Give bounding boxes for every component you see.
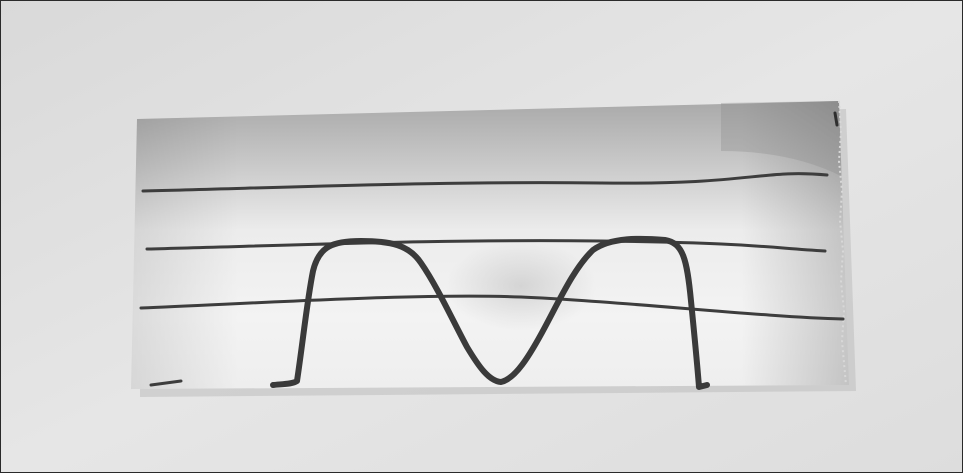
hand-drawn-curve (270, 235, 710, 390)
ruled-lines (139, 172, 845, 387)
paper-perforated-edge (837, 100, 847, 386)
paper-edge-shading (131, 101, 849, 389)
ruled-line-stub (149, 379, 183, 387)
paper-fold-shadow (721, 101, 841, 176)
ruled-line-middle (145, 239, 827, 253)
paper-strip (131, 100, 849, 389)
ink-tick-mark (833, 111, 839, 127)
ruled-line-bottom (139, 294, 845, 321)
paper-crease (446, 241, 596, 331)
ruled-line-top (141, 172, 829, 193)
